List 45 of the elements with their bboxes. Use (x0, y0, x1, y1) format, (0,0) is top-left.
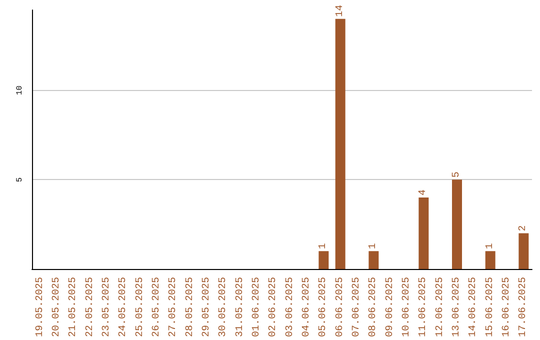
x-tick-label: 31.05.2025 (234, 276, 246, 338)
x-tick-label: 11.06.2025 (418, 276, 430, 338)
x-tick-label: 05.06.2025 (318, 276, 330, 338)
x-tick-label: 28.05.2025 (184, 276, 196, 338)
x-tick-label: 01.06.2025 (252, 276, 262, 338)
x-tick-label: 04.06.2025 (302, 276, 312, 338)
bar (518, 233, 529, 269)
data-label: 1 (484, 243, 496, 250)
x-tick-label: 17.06.2025 (518, 276, 530, 338)
x-tick-label: 12.06.2025 (434, 276, 446, 338)
data-label: 5 (452, 172, 462, 178)
data-label: 2 (518, 225, 530, 232)
x-tick-label: 30.05.2025 (218, 276, 230, 338)
x-tick-label: 02.06.2025 (268, 276, 280, 338)
x-tick-label: 15.06.2025 (484, 276, 496, 338)
bar (418, 198, 429, 269)
x-tick-label: 14.06.2025 (468, 276, 480, 338)
data-label: 1 (368, 243, 380, 250)
x-tick-label: 08.06.2025 (368, 276, 380, 338)
bar (318, 251, 329, 269)
x-tick-label: 27.05.2025 (168, 276, 180, 338)
data-label: 4 (418, 190, 430, 196)
bar (335, 18, 346, 269)
x-tick-label: 19.05.2025 (34, 276, 46, 338)
x-tick-label: 10.06.2025 (402, 276, 412, 338)
x-tick-label: 25.05.2025 (134, 276, 146, 338)
bar (452, 180, 462, 269)
x-tick-label: 03.06.2025 (284, 276, 296, 338)
x-tick-label: 26.05.2025 (152, 276, 162, 338)
x-tick-label: 20.05.2025 (52, 276, 62, 338)
x-tick-label: 29.05.2025 (202, 276, 212, 338)
data-label: 1 (318, 243, 330, 250)
x-tick-label: 16.06.2025 (502, 276, 512, 338)
bar (485, 251, 496, 269)
x-tick-label: 09.06.2025 (384, 276, 396, 338)
bar (368, 251, 379, 269)
data-label: 14 (334, 4, 346, 17)
x-tick-label: 06.06.2025 (334, 276, 346, 338)
x-tick-label: 22.05.2025 (84, 276, 96, 338)
x-tick-label: 24.05.2025 (118, 276, 130, 338)
y-tick-label: 10 (16, 85, 24, 96)
x-tick-label: 13.06.2025 (452, 276, 462, 338)
x-tick-label: 07.06.2025 (352, 276, 362, 338)
x-tick-label: 21.05.2025 (68, 276, 80, 338)
x-tick-label: 23.05.2025 (102, 276, 112, 338)
